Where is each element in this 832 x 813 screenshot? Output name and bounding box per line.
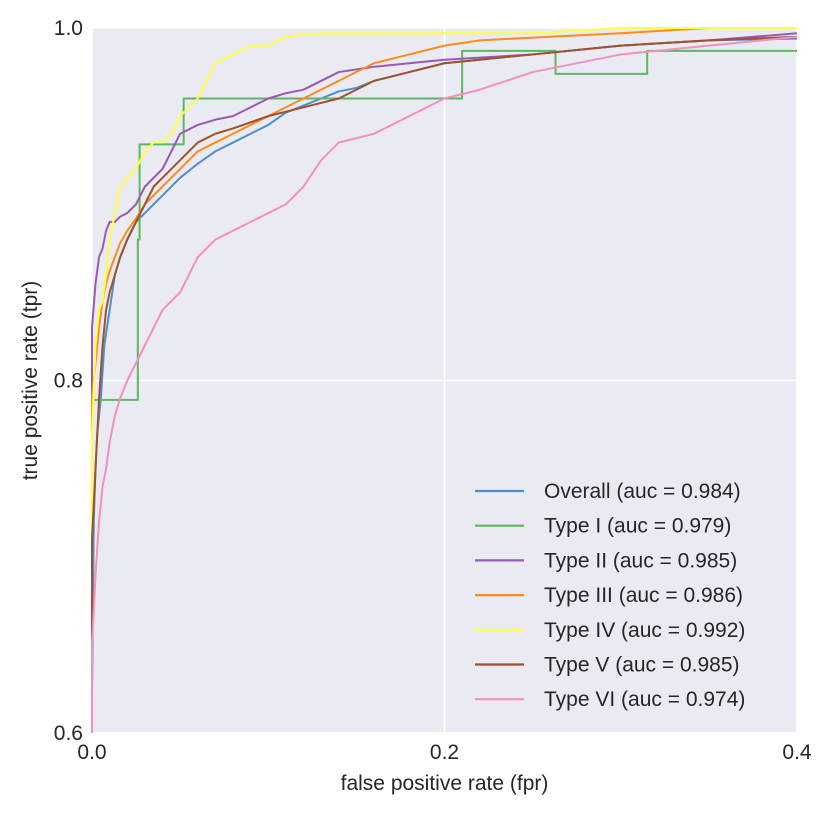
legend-label: Type IV (auc = 0.992) (544, 619, 745, 642)
series-line-7 (91, 35, 798, 733)
y-axis-label: true positive rate (tpr) (19, 281, 42, 481)
series-line-3 (91, 32, 798, 733)
x-axis-label: false positive rate (fpr) (341, 772, 549, 795)
legend-label: Type I (auc = 0.979) (544, 515, 731, 538)
series-lines (91, 27, 798, 733)
legend-label: Overall (auc = 0.984) (544, 480, 741, 503)
legend-label: Type V (auc = 0.985) (544, 654, 740, 677)
series-line-6 (91, 35, 798, 733)
legend-label: Type III (auc = 0.986) (544, 584, 743, 607)
x-tick-labels: 0.0 0.2 0.4 (77, 741, 812, 764)
y-tick-label: 0.6 (54, 722, 83, 745)
y-tick-label: 0.8 (54, 370, 83, 393)
legend-label: Type VI (auc = 0.974) (544, 688, 745, 711)
x-tick-label: 0.2 (430, 741, 459, 764)
series-line-2 (91, 49, 797, 733)
legend: Overall (auc = 0.984) Type I (auc = 0.979… (475, 480, 745, 711)
series-line-5 (91, 27, 797, 733)
x-tick-label: 0.0 (77, 741, 106, 764)
legend-label: Type II (auc = 0.985) (544, 549, 737, 572)
x-tick-label: 0.4 (782, 741, 812, 764)
y-tick-labels: 0.6 0.8 1.0 (54, 17, 83, 745)
y-tick-label: 1.0 (54, 17, 83, 40)
